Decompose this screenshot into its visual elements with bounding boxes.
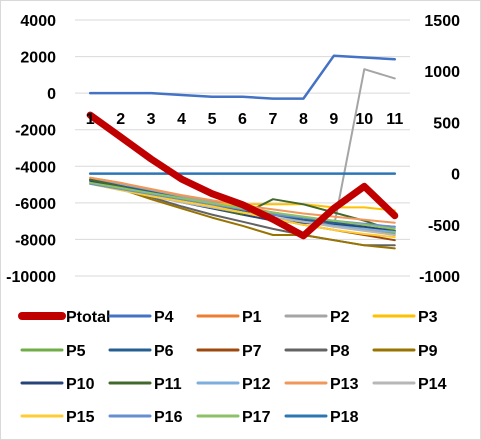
legend-label: P3 [418,309,438,326]
legend-item-p2: P2 [284,309,350,326]
legend-item-p1: P1 [196,309,262,326]
right-tick-label: 1500 [424,13,460,30]
legend-label: P18 [330,409,359,426]
legend-item-p5: P5 [20,343,86,360]
left-axis-tick-labels: 4000 2000 0 -2000 -4000 -6000 -8000 -10000 [6,13,56,286]
legend-label: Ptotal [66,309,110,326]
series-line-p6 [89,178,396,228]
left-tick-label: 0 [47,86,56,103]
legend-label: P1 [242,309,262,326]
category-label: 9 [329,111,338,128]
left-tick-label: -6000 [15,196,56,213]
category-label: 2 [116,111,125,128]
legend-item-ptotal: Ptotal [18,309,110,326]
left-tick-label: 2000 [20,50,56,67]
legend-label: P16 [154,409,183,426]
right-tick-label: 500 [433,115,460,132]
category-label: 10 [355,111,373,128]
right-tick-label: 0 [451,167,460,184]
legend-label: P5 [66,343,86,360]
legend-label: P2 [330,309,350,326]
legend-item-p12: P12 [196,376,271,393]
right-axis-tick-labels: 1500 1000 500 0 -500 -1000 [419,13,460,286]
legend-item-p15: P15 [20,409,95,426]
right-tick-label: 1000 [424,64,460,81]
legend-label: P8 [330,343,350,360]
legend-label: P15 [66,409,95,426]
legend-label: P12 [242,376,271,393]
series-line-p15 [89,182,396,239]
legend-label: P9 [418,343,438,360]
category-labels: 1 2 3 4 5 6 7 8 9 10 11 [86,111,404,128]
legend-item-p9: P9 [372,343,438,360]
left-tick-label: -8000 [15,232,56,249]
series-line-ptotal [86,111,399,240]
legend-item-p18: P18 [284,409,359,426]
category-label: 5 [208,111,217,128]
legend-item-p16: P16 [108,409,183,426]
legend-item-p3: P3 [372,309,438,326]
category-label: 4 [177,111,186,128]
category-label: 3 [147,111,156,128]
legend-item-p13: P13 [284,376,359,393]
category-label: 11 [386,111,403,128]
left-tick-label: -2000 [15,123,56,140]
legend-label: P10 [66,376,95,393]
right-tick-label: -1000 [419,269,460,286]
legend-label: P7 [242,343,262,360]
legend-item-p10: P10 [20,376,95,393]
left-tick-label: -10000 [6,269,56,286]
legend-label: P17 [242,409,271,426]
legend-item-p6: P6 [108,343,174,360]
left-tick-label: -4000 [15,159,56,176]
series-line-p4 [88,54,397,100]
category-label: 1 [86,111,95,128]
series-lines [86,54,399,250]
legend-item-p7: P7 [196,343,262,360]
series-line-p9 [89,178,396,250]
legend-item-p14: P14 [372,376,447,393]
legend-label: P13 [330,376,359,393]
left-tick-label: 4000 [20,13,56,30]
legend-label: P11 [154,376,182,393]
right-tick-label: -500 [428,218,460,235]
legend-item-p17: P17 [196,409,271,426]
legend-item-p4: P4 [108,309,174,326]
category-label: 6 [238,111,247,128]
category-label: 8 [299,111,308,128]
legend-label: P14 [418,376,447,393]
legend-label: P4 [154,309,174,326]
legend-item-p11: P11 [108,376,182,393]
category-label: 7 [269,111,278,128]
legend-label: P6 [154,343,174,360]
legend: Ptotal P4 P1 P2 P3 P5 P6 P7 P8 P9 P10 P11 P12 P13 P14 P… [18,309,447,426]
legend-item-p8: P8 [284,343,350,360]
